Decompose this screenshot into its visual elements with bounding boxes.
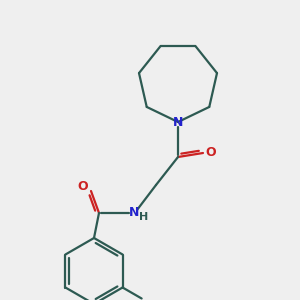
Text: H: H [140, 212, 148, 222]
Text: N: N [129, 206, 139, 220]
Text: O: O [78, 179, 88, 193]
Text: O: O [206, 146, 216, 160]
Text: N: N [173, 116, 183, 128]
